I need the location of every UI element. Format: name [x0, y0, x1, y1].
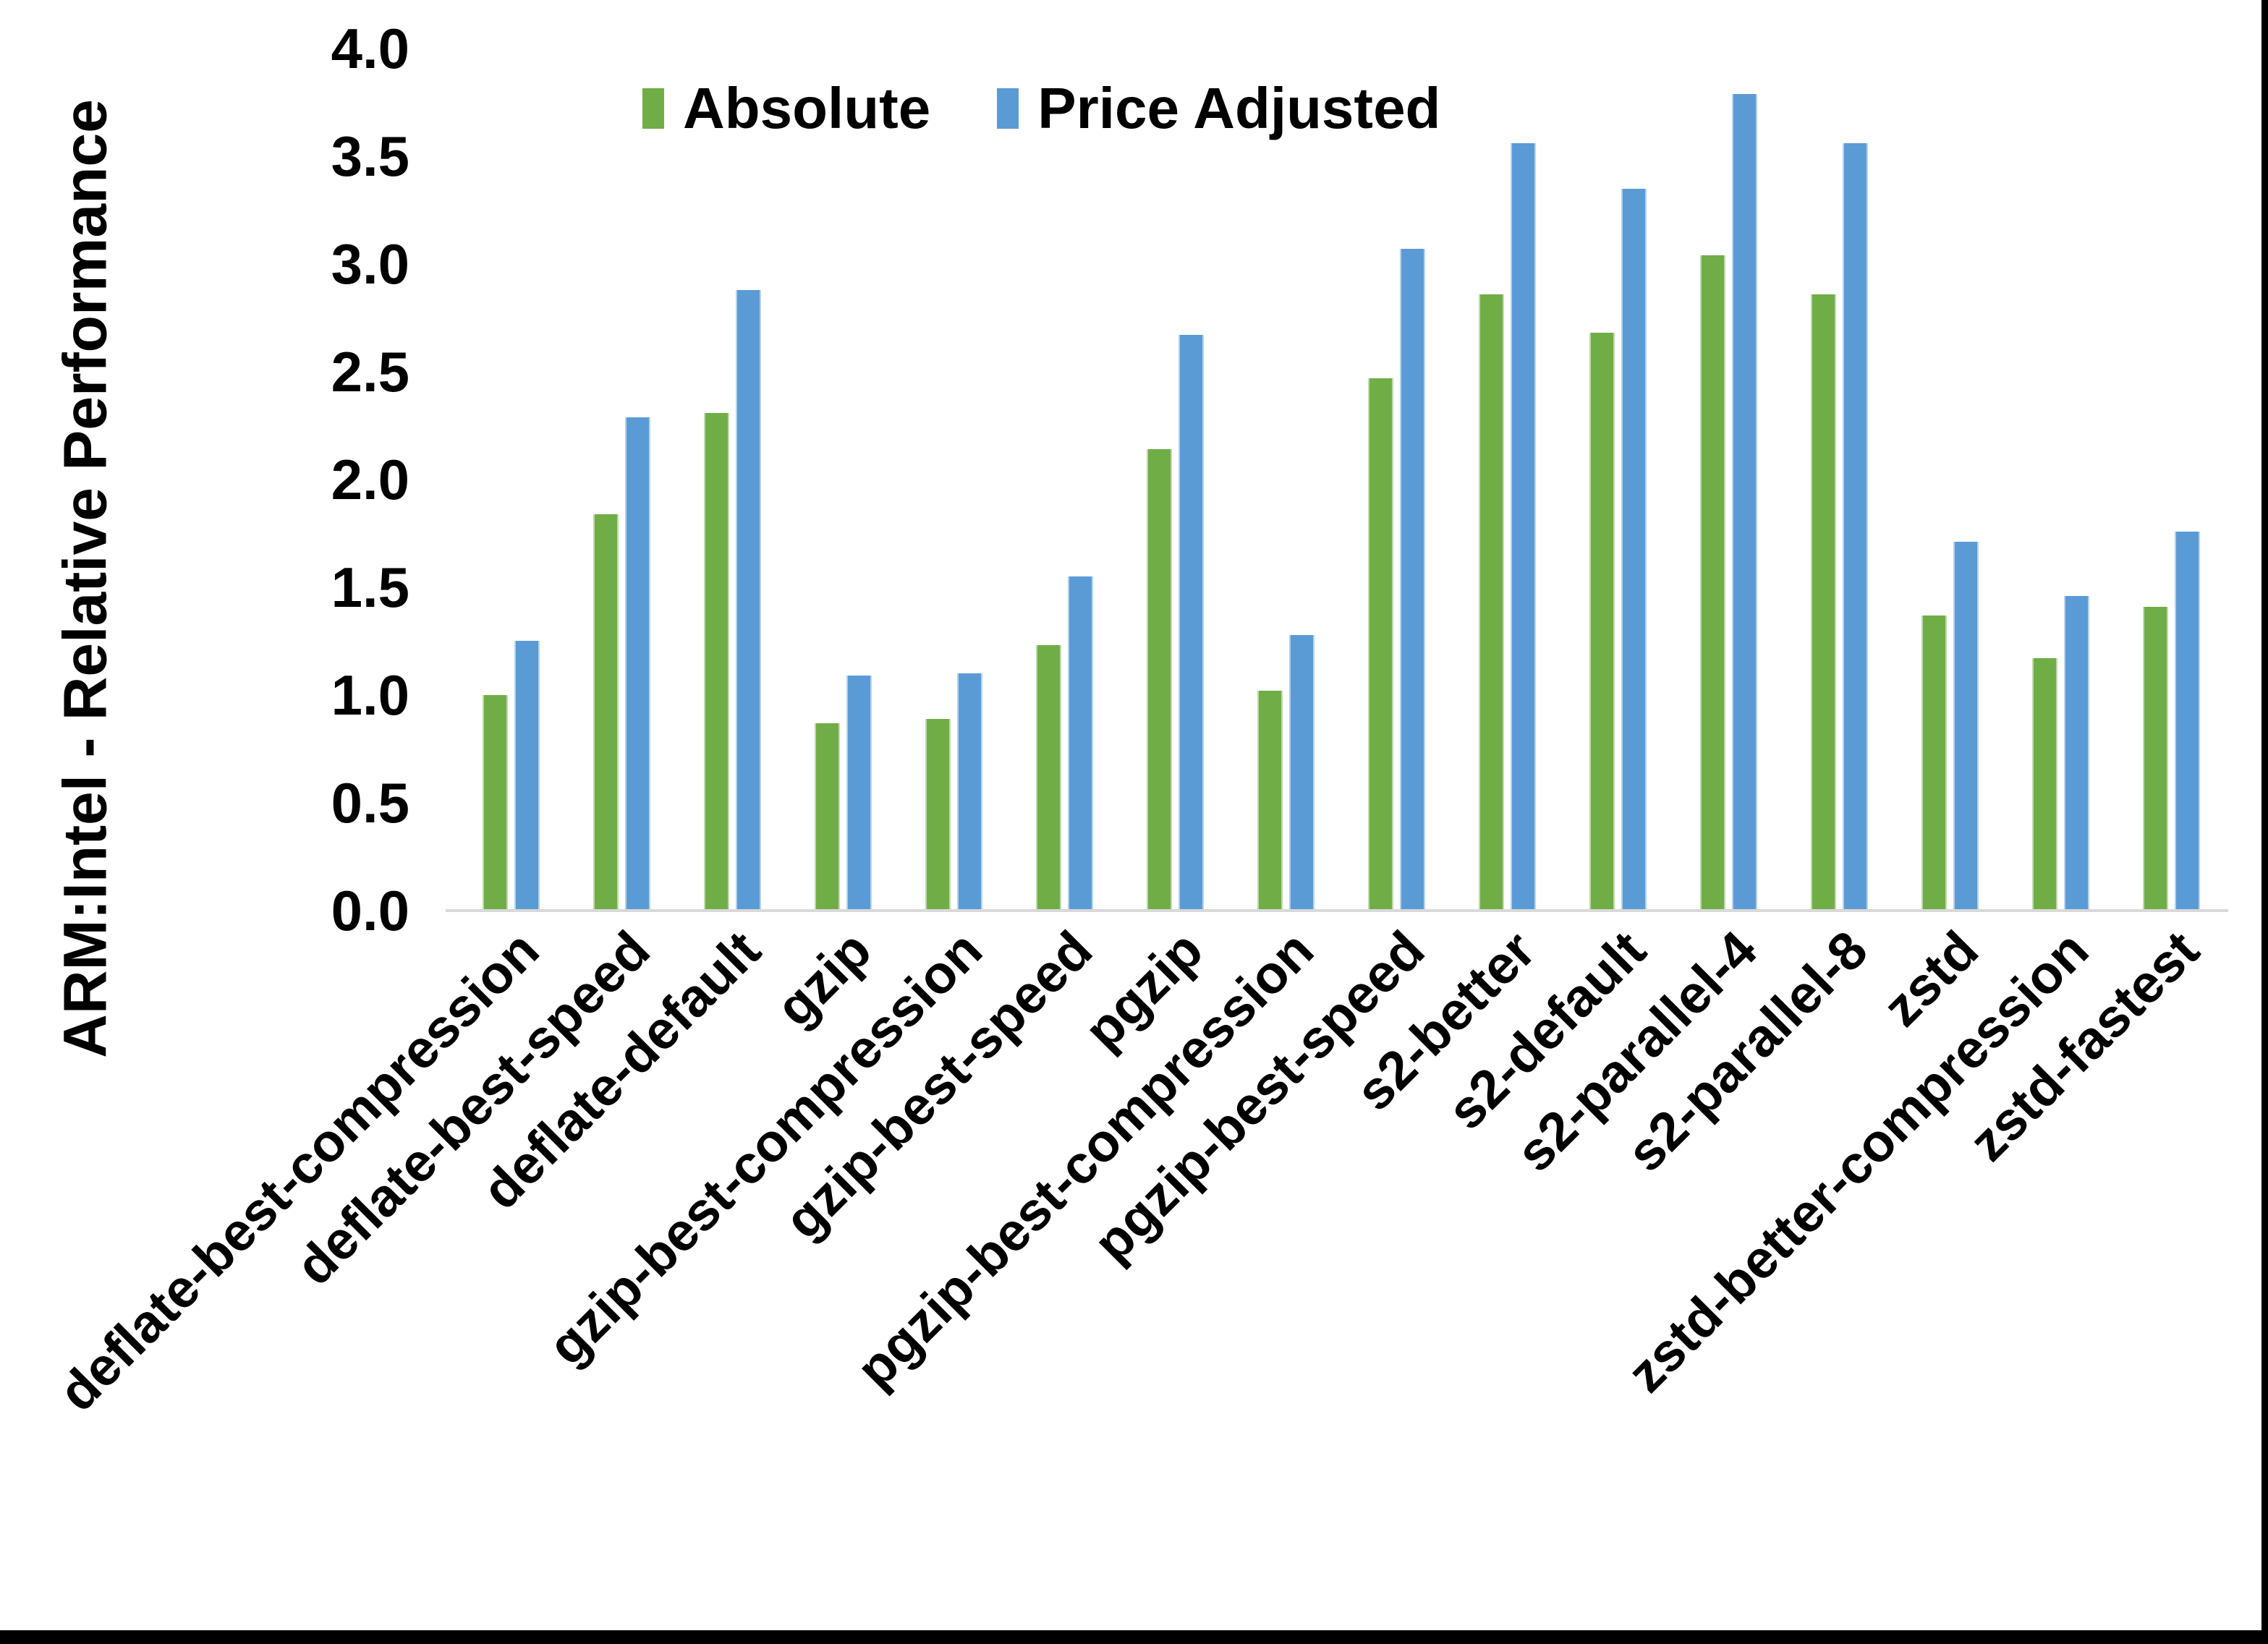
y-tick-label: 0.0 — [331, 879, 409, 942]
absolute-bar-pgzip-best-speed — [1368, 378, 1393, 911]
legend-item-price-adjusted: Price Adjusted — [997, 75, 1440, 142]
price-adjusted-bar-gzip-best-compression — [957, 673, 982, 911]
absolute-bar-pgzip-best-compression — [1257, 691, 1283, 911]
y-tick-label: 4.0 — [331, 17, 409, 80]
price-adjusted-bar-zstd — [1953, 542, 1979, 911]
absolute-bar-gzip-best-speed — [1036, 645, 1061, 911]
absolute-bar-zstd-fastest — [2143, 607, 2168, 911]
y-tick-label: 0.5 — [331, 771, 409, 835]
screenshot-right-border — [2261, 0, 2268, 1644]
price-adjusted-bar-zstd-better-compression — [2064, 596, 2089, 911]
price-adjusted-bar-pgzip — [1178, 335, 1204, 911]
absolute-bar-pgzip — [1147, 449, 1172, 911]
absolute-bar-s2-default — [1589, 333, 1615, 911]
y-tick-label: 1.0 — [331, 663, 409, 727]
price-adjusted-bar-deflate-best-speed — [625, 417, 650, 911]
price-adjusted-bar-pgzip-best-speed — [1400, 249, 1425, 911]
screenshot-bottom-border — [0, 1630, 2268, 1644]
y-tick-label: 1.5 — [331, 555, 409, 619]
x-axis-line — [446, 909, 2228, 912]
absolute-bar-s2-parallel-8 — [1811, 294, 1836, 911]
absolute-bar-deflate-best-compression — [483, 695, 508, 911]
y-tick-label: 2.0 — [331, 448, 409, 511]
y-tick-label: 2.5 — [331, 340, 409, 404]
price-adjusted-bar-s2-parallel-4 — [1732, 94, 1757, 911]
absolute-bar-gzip-best-compression — [925, 719, 951, 911]
price-adjusted-bar-deflate-default — [736, 290, 761, 911]
legend: Absolute Price Adjusted — [642, 75, 1440, 142]
absolute-bar-s2-parallel-4 — [1700, 255, 1725, 911]
legend-label-absolute: Absolute — [683, 76, 931, 140]
price-adjusted-bar-zstd-fastest — [2175, 532, 2200, 911]
legend-item-absolute: Absolute — [642, 75, 930, 142]
absolute-bar-gzip — [815, 723, 840, 911]
price-adjusted-bar-pgzip-best-compression — [1289, 635, 1314, 911]
absolute-bar-deflate-default — [704, 413, 729, 911]
price-adjusted-bar-gzip — [846, 676, 872, 911]
y-axis-title: ARM:Intel - Relative Performance — [51, 99, 119, 1058]
price-adjusted-bar-s2-better — [1511, 143, 1536, 911]
absolute-series-swatch-icon — [642, 88, 664, 129]
absolute-bar-zstd — [1921, 616, 1947, 911]
price-adjusted-bar-s2-parallel-8 — [1843, 143, 1868, 911]
y-tick-label: 3.5 — [331, 124, 409, 188]
price-adjusted-bar-s2-default — [1621, 189, 1647, 911]
price-adjusted-bar-deflate-best-compression — [514, 641, 540, 911]
y-tick-label: 3.0 — [331, 232, 409, 296]
absolute-bar-s2-better — [1479, 294, 1504, 911]
price-adjusted-series-swatch-icon — [997, 88, 1019, 129]
absolute-bar-zstd-better-compression — [2032, 658, 2057, 911]
absolute-bar-deflate-best-speed — [593, 514, 619, 911]
price-adjusted-bar-gzip-best-speed — [1068, 576, 1093, 911]
legend-label-price-adjusted: Price Adjusted — [1037, 76, 1441, 140]
